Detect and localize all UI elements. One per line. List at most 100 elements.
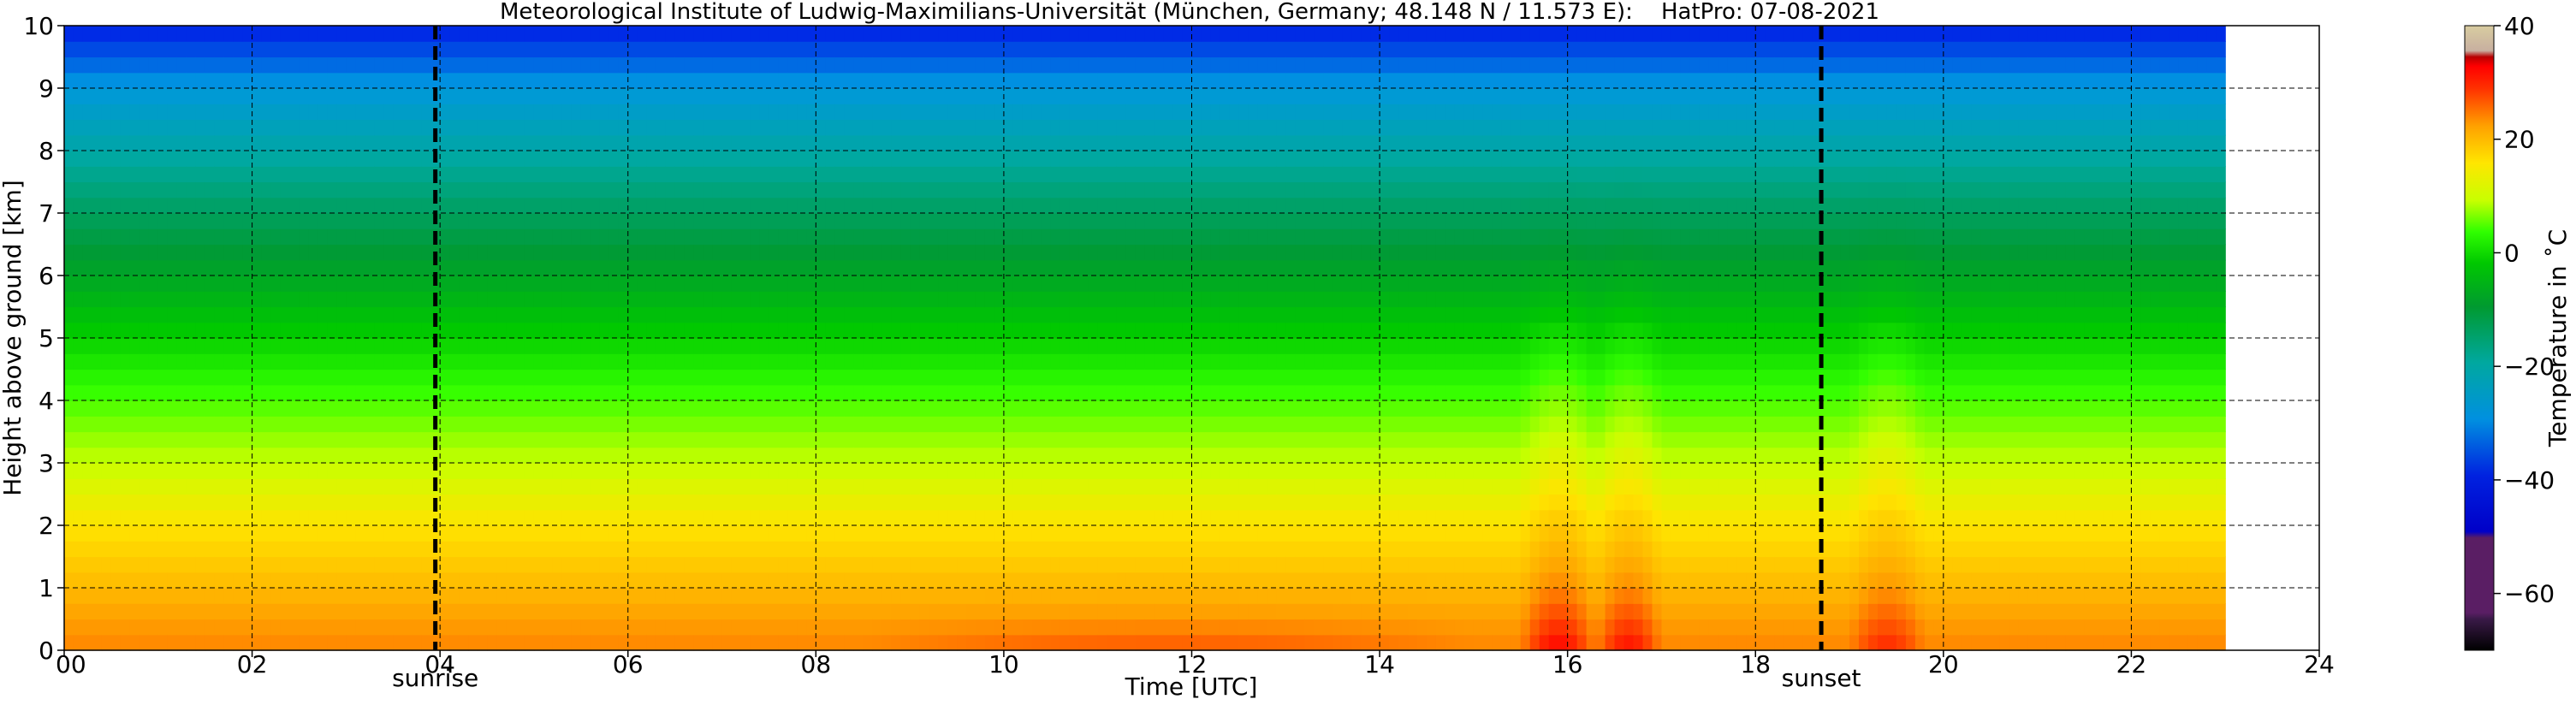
- heatmap-cell: [1229, 431, 1239, 448]
- heatmap-cell: [984, 134, 995, 151]
- heatmap-cell: [731, 494, 742, 511]
- heatmap-cell: [1125, 259, 1137, 276]
- heatmap-cell: [412, 431, 422, 448]
- heatmap-cell: [459, 463, 469, 479]
- heatmap-cell: [1163, 556, 1174, 573]
- heatmap-cell: [233, 478, 244, 495]
- heatmap-cell: [1097, 634, 1108, 651]
- heatmap-cell: [214, 603, 225, 620]
- heatmap-cell: [1144, 306, 1155, 323]
- heatmap-cell: [816, 291, 826, 308]
- heatmap-cell: [1078, 416, 1089, 433]
- heatmap-cell: [299, 88, 310, 104]
- heatmap-cell: [966, 181, 976, 198]
- heatmap-cell: [590, 478, 601, 495]
- heatmap-cell: [994, 134, 1005, 151]
- heatmap-cell: [515, 603, 525, 620]
- heatmap-cell: [167, 151, 178, 167]
- heatmap-cell: [533, 26, 544, 42]
- heatmap-cell: [637, 338, 648, 354]
- heatmap-cell: [1220, 525, 1231, 542]
- heatmap-cell: [1022, 634, 1033, 651]
- heatmap-cell: [1050, 72, 1061, 89]
- heatmap-cell: [1097, 478, 1108, 495]
- heatmap-cell: [468, 431, 478, 448]
- heatmap-cell: [318, 525, 329, 542]
- heatmap-cell: [101, 541, 112, 558]
- heatmap-cell: [627, 291, 638, 308]
- heatmap-cell: [139, 166, 150, 183]
- heatmap-cell: [1220, 447, 1231, 464]
- heatmap-cell: [1182, 572, 1193, 589]
- heatmap-cell: [346, 88, 356, 104]
- heatmap-cell: [759, 416, 770, 433]
- heatmap-cell: [590, 509, 601, 526]
- heatmap-cell: [797, 525, 807, 542]
- heatmap-cell: [929, 275, 939, 292]
- heatmap-cell: [627, 416, 638, 433]
- heatmap-cell: [1031, 525, 1042, 542]
- heatmap-cell: [1135, 197, 1146, 214]
- heatmap-cell: [280, 259, 291, 276]
- heatmap-cell: [92, 525, 103, 542]
- heatmap-cell: [693, 353, 704, 370]
- heatmap-cell: [665, 634, 676, 651]
- heatmap-cell: [533, 275, 544, 292]
- heatmap-cell: [674, 56, 686, 74]
- heatmap-cell: [806, 26, 816, 42]
- heatmap-cell: [938, 244, 948, 261]
- heatmap-cell: [214, 353, 225, 370]
- heatmap-cell: [778, 556, 788, 573]
- heatmap-cell: [148, 478, 159, 495]
- heatmap-cell: [872, 151, 882, 167]
- heatmap-cell: [110, 197, 122, 214]
- heatmap-cell: [825, 275, 835, 292]
- heatmap-cell: [515, 431, 525, 448]
- heatmap-cell: [120, 400, 131, 417]
- heatmap-cell: [289, 197, 300, 214]
- heatmap-cell: [778, 447, 788, 464]
- heatmap-cell: [919, 463, 929, 479]
- heatmap-cell: [92, 572, 103, 589]
- heatmap-cell: [1003, 416, 1014, 433]
- heatmap-cell: [1154, 259, 1165, 276]
- heatmap-cell: [1201, 556, 1212, 573]
- heatmap-cell: [383, 400, 394, 417]
- heatmap-cell: [571, 494, 582, 511]
- heatmap-cell: [365, 275, 375, 292]
- heatmap-cell: [834, 56, 845, 74]
- heatmap-cell: [853, 213, 864, 229]
- heatmap-cell: [552, 213, 563, 229]
- heatmap-cell: [327, 384, 337, 401]
- heatmap-cell: [129, 104, 140, 121]
- heatmap-cell: [270, 56, 282, 74]
- heatmap-cell: [816, 104, 826, 121]
- heatmap-cell: [787, 619, 798, 636]
- heatmap-cell: [299, 322, 310, 339]
- heatmap-cell: [759, 525, 770, 542]
- heatmap-cell: [533, 181, 544, 198]
- heatmap-cell: [412, 416, 422, 433]
- heatmap-cell: [167, 619, 178, 636]
- heatmap-cell: [506, 603, 516, 620]
- heatmap-cell: [957, 431, 967, 448]
- heatmap-cell: [1022, 41, 1033, 58]
- heatmap-cell: [994, 338, 1005, 354]
- heatmap-cell: [487, 119, 497, 136]
- heatmap-cell: [318, 41, 329, 58]
- heatmap-cell: [402, 603, 413, 620]
- heatmap-cell: [533, 244, 544, 261]
- heatmap-cell: [1097, 322, 1108, 339]
- heatmap-cell: [1050, 56, 1061, 74]
- heatmap-cell: [299, 431, 310, 448]
- heatmap-cell: [82, 259, 93, 276]
- heatmap-cell: [524, 275, 535, 292]
- heatmap-cell: [693, 56, 704, 74]
- heatmap-cell: [1182, 119, 1193, 136]
- heatmap-cell: [721, 463, 733, 479]
- heatmap-cell: [402, 41, 413, 58]
- heatmap-cell: [1182, 416, 1193, 433]
- heatmap-cell: [412, 525, 422, 542]
- heatmap-cell: [64, 88, 74, 104]
- heatmap-cell: [975, 213, 986, 229]
